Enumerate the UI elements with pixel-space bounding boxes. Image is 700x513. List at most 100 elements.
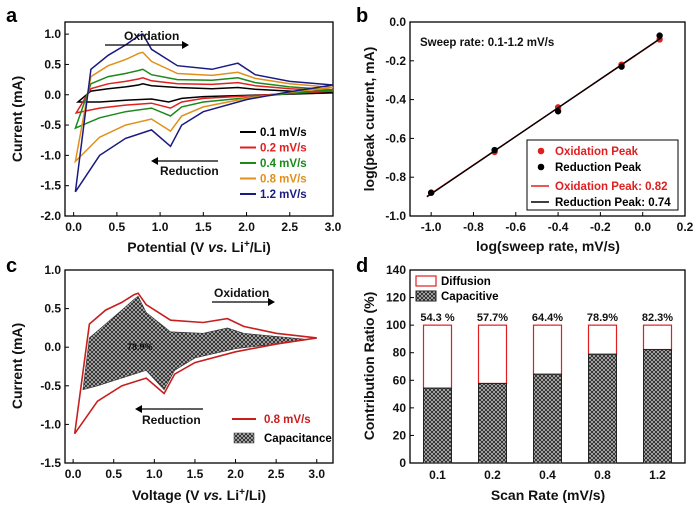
panel-c-ticks: 0.0 0.5 1.0 1.5 2.0 2.5 3.0 -1.5 -1.0 -0.5 0.0 0.5 1…	[40, 263, 325, 481]
y-tick-label: -1.0	[385, 209, 406, 223]
panel-a-series-4-curve	[74, 33, 334, 193]
x-tick-label: 0.8	[594, 468, 611, 482]
x-tick-label: 1.5	[195, 220, 212, 234]
panel-b-ylabel: log(peak current, mA)	[361, 47, 377, 192]
y-tick-label: 0.0	[389, 15, 406, 29]
x-tick-label: 0.5	[109, 220, 126, 234]
y-tick-label: 20	[393, 428, 407, 442]
y-tick-label: -2.0	[40, 209, 61, 223]
panel-b-legend-label: Oxidation Peak	[555, 146, 639, 158]
panel-a-series-2-curve	[74, 68, 334, 130]
y-tick-label: 0.0	[44, 88, 61, 102]
panel-b-legend: Oxidation Peak Reduction Peak Oxidation Pe…	[526, 139, 679, 211]
x-tick-label: 0.4	[539, 468, 556, 482]
panel-letter-c: c	[6, 255, 17, 277]
panel-c-capacitance-cv: 0.0 0.5 1.0 1.5 2.0 2.5 3.0 -1.5 -1.0 -0.5 0.0 0.5 1…	[9, 263, 334, 503]
panel-a-oxidation-label: Oxidation	[124, 29, 179, 43]
panel-a-reduction-arrowhead	[151, 157, 158, 165]
panel-a-ylabel: Current (mA)	[9, 76, 25, 162]
x-tick-label: -0.2	[590, 220, 611, 234]
panel-d-bar-capacitive-2	[533, 373, 562, 464]
panel-b-marks	[426, 32, 663, 198]
y-tick-label: 1.0	[44, 27, 61, 41]
panel-d-bar-diffusion-4	[642, 324, 673, 351]
x-tick-label: 1.0	[146, 467, 163, 481]
panel-a-ticks: 0.0 0.5 1.0 1.5 2.0 2.5 3.0 -2.0 -1.5 -1.0 -0.5 0.0…	[40, 27, 341, 234]
x-tick-label: 0.0	[634, 220, 651, 234]
x-tick-label: 1.5	[187, 467, 204, 481]
panel-b-point-1-2	[554, 108, 562, 115]
panel-d-bar-diffusion-3	[587, 324, 618, 355]
y-tick-label: -1.0	[40, 148, 61, 162]
panel-a-series-0-curve	[75, 83, 334, 103]
panel-c-reduction-arrowhead	[135, 405, 142, 413]
panel-c-legend-swatch	[233, 432, 255, 444]
x-tick-label: 1.0	[152, 220, 169, 234]
panel-d-bar-capacitive-1	[478, 382, 507, 464]
panel-c-ylabel: Current (mA)	[9, 323, 25, 409]
panel-b-point-1-3	[618, 63, 625, 70]
y-tick-label: -0.5	[40, 379, 61, 393]
y-tick-label: 140	[386, 263, 406, 277]
panel-c-oxidation-label: Oxidation	[214, 286, 269, 300]
y-tick-label: -0.4	[385, 93, 406, 107]
panel-d-legend-swatch	[415, 275, 437, 287]
panel-c-legend: 0.8 mV/s Capacitance	[232, 414, 332, 445]
panel-a-xlabel: Potential (V vs. Li+/Li)	[127, 239, 271, 255]
panel-d-legend-label: Diffusion	[441, 276, 491, 288]
panel-c-capacitance-area	[82, 295, 309, 391]
y-tick-label: 1.0	[44, 263, 61, 277]
panel-d-bar-capacitive-3	[588, 353, 617, 464]
panel-c-inner-label: 78.9%	[127, 342, 153, 352]
x-tick-label: 2.5	[281, 220, 298, 234]
x-tick-label: -0.4	[548, 220, 569, 234]
panel-b-frame	[409, 21, 686, 217]
panel-d-bar-capacitive-0	[423, 387, 452, 464]
panel-c-cv-curve	[73, 292, 317, 435]
y-tick-label: -0.8	[385, 170, 406, 184]
x-tick-label: -1.0	[421, 220, 442, 234]
panel-b-sweep-rate-annotation: Sweep rate: 0.1-1.2 mV/s	[420, 37, 554, 49]
y-tick-label: 100	[386, 318, 406, 332]
panel-c-legend-label: Capacitance	[264, 433, 332, 445]
x-tick-label: 0.1	[429, 468, 446, 482]
x-tick-label: -0.6	[505, 220, 526, 234]
x-tick-label: 1.2	[649, 468, 666, 482]
panel-b-legend-box	[526, 139, 679, 211]
panel-b-point-1-0	[427, 189, 435, 196]
y-tick-label: -1.5	[40, 179, 61, 193]
x-tick-label: 3.0	[308, 467, 325, 481]
panel-b-legend-marker	[537, 147, 545, 155]
y-tick-label: 0.0	[44, 340, 61, 354]
panel-a-curves	[74, 33, 334, 193]
panel-c-xlabel: Voltage (V vs. Li+/Li)	[132, 487, 266, 503]
panel-b-legend-fit-label: Reduction Peak: 0.74	[555, 197, 671, 209]
x-tick-label: 0.2	[677, 220, 694, 234]
y-tick-label: -0.5	[40, 118, 61, 132]
panel-a-cv-curves: 0.0 0.5 1.0 1.5 2.0 2.5 3.0 -2.0 -1.5 -1.0 -0.5 0.0…	[9, 21, 342, 255]
panel-a-legend-label: 0.2 mV/s	[260, 143, 307, 155]
panel-d-ylabel: Contribution Ratio (%)	[361, 292, 377, 441]
y-tick-label: -1.0	[40, 417, 61, 431]
panel-d-data-label: 78.9%	[587, 312, 618, 324]
panel-d-data-label: 64.4%	[532, 312, 563, 324]
panel-a-series-3-curve	[74, 51, 334, 164]
x-tick-label: 0.5	[105, 467, 122, 481]
panel-d-legend: Diffusion Capacitive	[415, 275, 499, 303]
panel-a-oxidation-arrowhead	[182, 41, 189, 49]
panel-a-frame	[64, 21, 334, 217]
y-tick-label: 0.5	[44, 57, 61, 71]
panel-d-ticks: 0 20 40 60 80 100 120 140 0.1 0.2 0.4 0.8 1.2	[386, 263, 666, 482]
y-tick-label: 0.5	[44, 302, 61, 316]
panel-c-reduction-label: Reduction	[142, 413, 201, 427]
x-tick-label: 0.0	[65, 467, 82, 481]
panel-b-xlabel: log(sweep rate, mV/s)	[476, 238, 620, 254]
panel-d-xlabel: Scan Rate (mV/s)	[491, 487, 605, 503]
panel-b-legend-label: Reduction Peak	[555, 162, 642, 174]
y-tick-label: -0.6	[385, 131, 406, 145]
panel-a-legend-label: 1.2 mV/s	[260, 189, 307, 201]
panel-b-log-plot: -1.0 -0.8 -0.6 -0.4 -0.2 0.0 0.2 -1.0 -0.8 -0.6 -0…	[361, 15, 694, 254]
panel-a-legend: 0.1 mV/s 0.2 mV/s 0.4 mV/s 0.8 mV/s 1.2 mV/s	[240, 127, 307, 201]
panel-c-oxidation-arrowhead	[268, 298, 275, 306]
panel-d-legend-label: Capacitive	[441, 291, 499, 303]
